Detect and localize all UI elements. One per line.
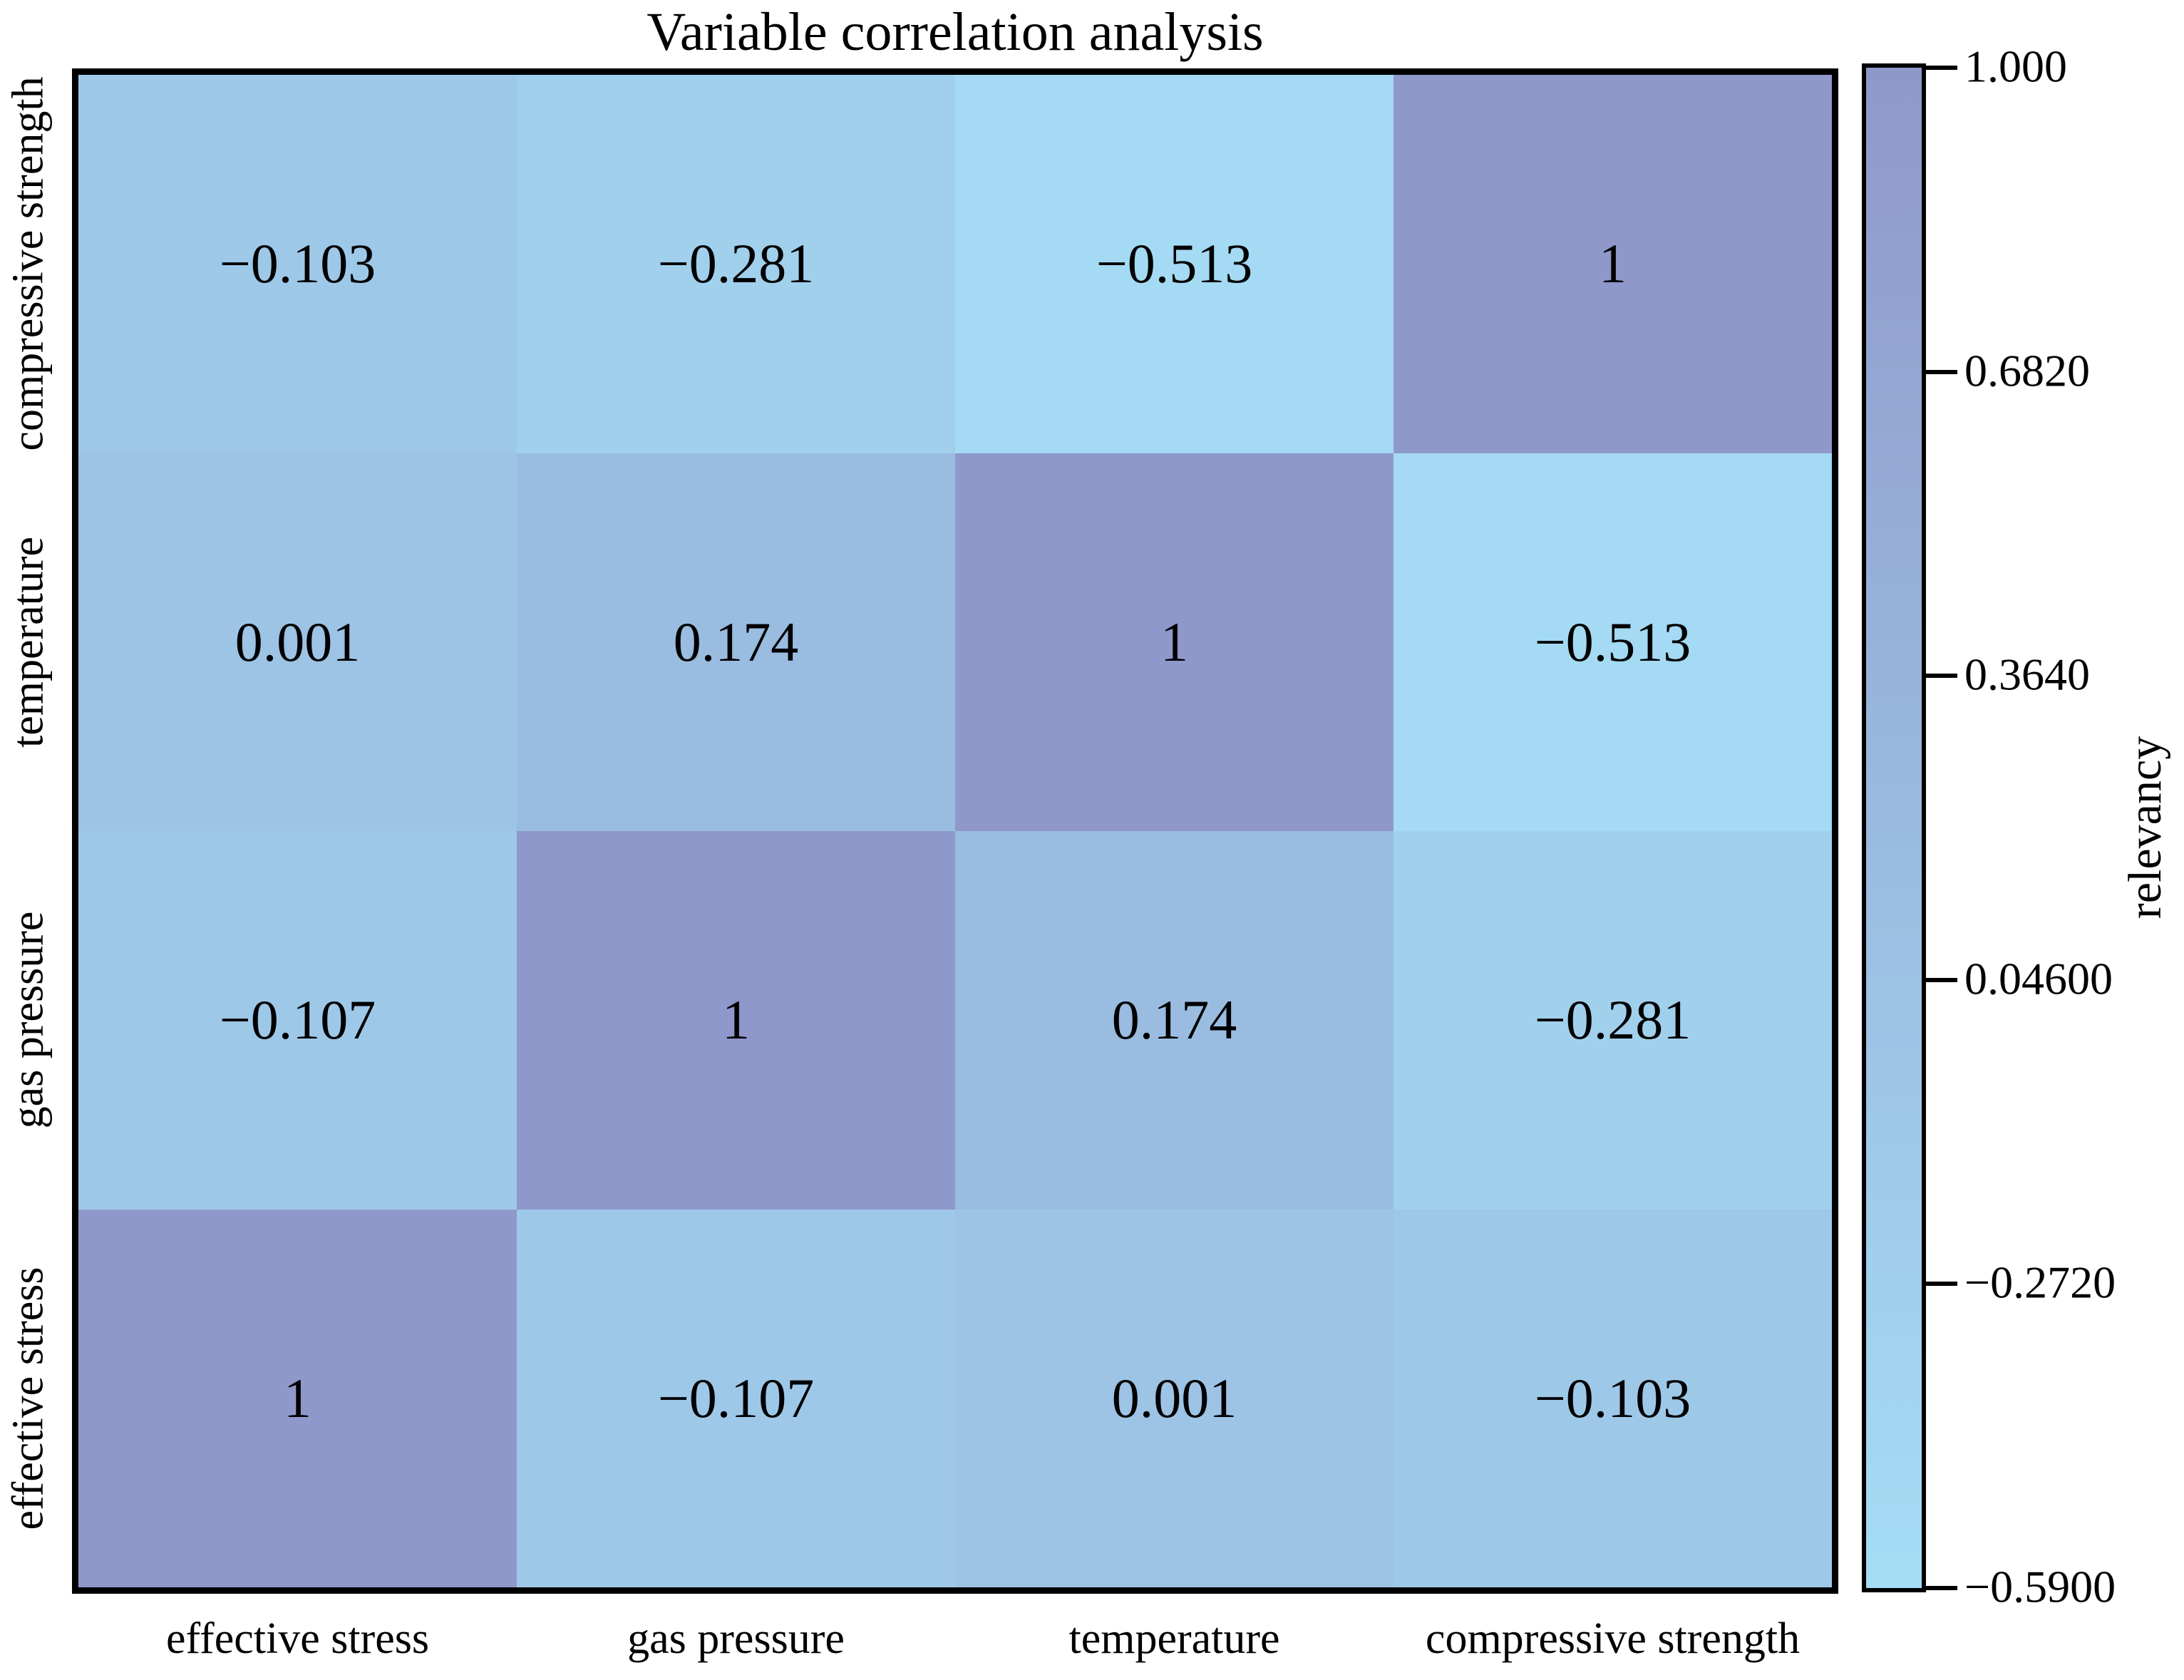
heatmap-cell-compressive-strength-x-effective-stress: −0.103 bbox=[78, 75, 517, 453]
x-axis-label-gas-pressure: gas pressure bbox=[627, 1614, 845, 1663]
heatmap-cell-compressive-strength-x-gas-pressure: −0.281 bbox=[517, 75, 955, 453]
colorbar-axis-label: relevancy bbox=[2119, 736, 2171, 919]
colorbar-tick-label: 0.3640 bbox=[1964, 649, 2090, 700]
chart-title: Variable correlation analysis bbox=[647, 2, 1264, 62]
colorbar-tick-mark bbox=[1926, 369, 1957, 374]
heatmap-cell-gas-pressure-x-compressive-strength: −0.281 bbox=[1394, 831, 1832, 1210]
cell-value-label: −0.107 bbox=[219, 989, 376, 1051]
colorbar-tick-mark bbox=[1926, 1282, 1957, 1287]
y-axis-label-compressive-strength: compressive strength bbox=[4, 76, 53, 451]
y-axis-label-effective-stress: effective stress bbox=[4, 1267, 53, 1530]
heatmap-cell-compressive-strength-x-compressive-strength: 1 bbox=[1394, 75, 1832, 453]
heatmap-cell-gas-pressure-x-effective-stress: −0.107 bbox=[78, 831, 517, 1210]
heatmap-cell-temperature-x-gas-pressure: 0.174 bbox=[517, 453, 955, 831]
heatmap-cell-gas-pressure-x-temperature: 0.174 bbox=[955, 831, 1394, 1210]
y-axis-label-gas-pressure: gas pressure bbox=[4, 911, 53, 1129]
heatmap-grid: −0.103 −0.281 −0.513 1 0.001 0.174 1 −0.513 −0.1… bbox=[72, 68, 1838, 1594]
cell-value-label: 1 bbox=[1599, 232, 1627, 295]
x-axis-label-effective-stress: effective stress bbox=[166, 1614, 429, 1663]
heatmap-cell-temperature-x-effective-stress: 0.001 bbox=[78, 453, 517, 831]
colorbar-tick-label: 1.000 bbox=[1964, 41, 2067, 92]
colorbar-tick-mark bbox=[1926, 1586, 1957, 1590]
heatmap-cell-compressive-strength-x-temperature: −0.513 bbox=[955, 75, 1394, 453]
cell-value-label: −0.103 bbox=[1534, 1366, 1691, 1429]
cell-value-label: −0.513 bbox=[1096, 232, 1253, 295]
cell-value-label: 0.001 bbox=[235, 610, 361, 673]
x-axis-label-compressive-strength: compressive strength bbox=[1425, 1614, 1801, 1663]
x-axis-label-temperature: temperature bbox=[1068, 1614, 1280, 1663]
cell-value-label: −0.107 bbox=[657, 1366, 815, 1429]
colorbar-tick-mark bbox=[1926, 674, 1957, 679]
colorbar-tick-label: 0.6820 bbox=[1964, 345, 2090, 396]
heatmap-cell-temperature-x-temperature: 1 bbox=[955, 453, 1394, 831]
colorbar-tick-mark bbox=[1926, 66, 1957, 70]
colorbar bbox=[1862, 63, 1926, 1592]
cell-value-label: 0.174 bbox=[1111, 989, 1237, 1051]
cell-value-label: −0.513 bbox=[1534, 610, 1691, 673]
colorbar-tick-label: −0.2720 bbox=[1964, 1257, 2116, 1308]
heatmap-cell-gas-pressure-x-gas-pressure: 1 bbox=[517, 831, 955, 1210]
colorbar-gradient bbox=[1866, 68, 1922, 1588]
colorbar-tick-mark bbox=[1926, 977, 1957, 982]
heatmap-cell-effective-stress-x-effective-stress: 1 bbox=[78, 1209, 517, 1587]
cell-value-label: 1 bbox=[284, 1366, 311, 1429]
heatmap-cell-temperature-x-compressive-strength: −0.513 bbox=[1394, 453, 1832, 831]
cell-value-label: 1 bbox=[722, 989, 750, 1051]
cell-value-label: 1 bbox=[1160, 610, 1188, 673]
heatmap-cell-effective-stress-x-gas-pressure: −0.107 bbox=[517, 1209, 955, 1587]
y-axis-label-temperature: temperature bbox=[4, 536, 53, 748]
colorbar-tick-label: 0.04600 bbox=[1964, 953, 2113, 1004]
cell-value-label: −0.281 bbox=[1534, 989, 1691, 1051]
cell-value-label: −0.281 bbox=[657, 232, 815, 295]
cell-value-label: 0.174 bbox=[673, 610, 799, 673]
colorbar-tick-label: −0.5900 bbox=[1964, 1561, 2116, 1612]
cell-value-label: −0.103 bbox=[219, 232, 376, 295]
heatmap-cell-effective-stress-x-temperature: 0.001 bbox=[955, 1209, 1394, 1587]
cell-value-label: 0.001 bbox=[1111, 1366, 1237, 1429]
heatmap-cell-effective-stress-x-compressive-strength: −0.103 bbox=[1394, 1209, 1832, 1587]
